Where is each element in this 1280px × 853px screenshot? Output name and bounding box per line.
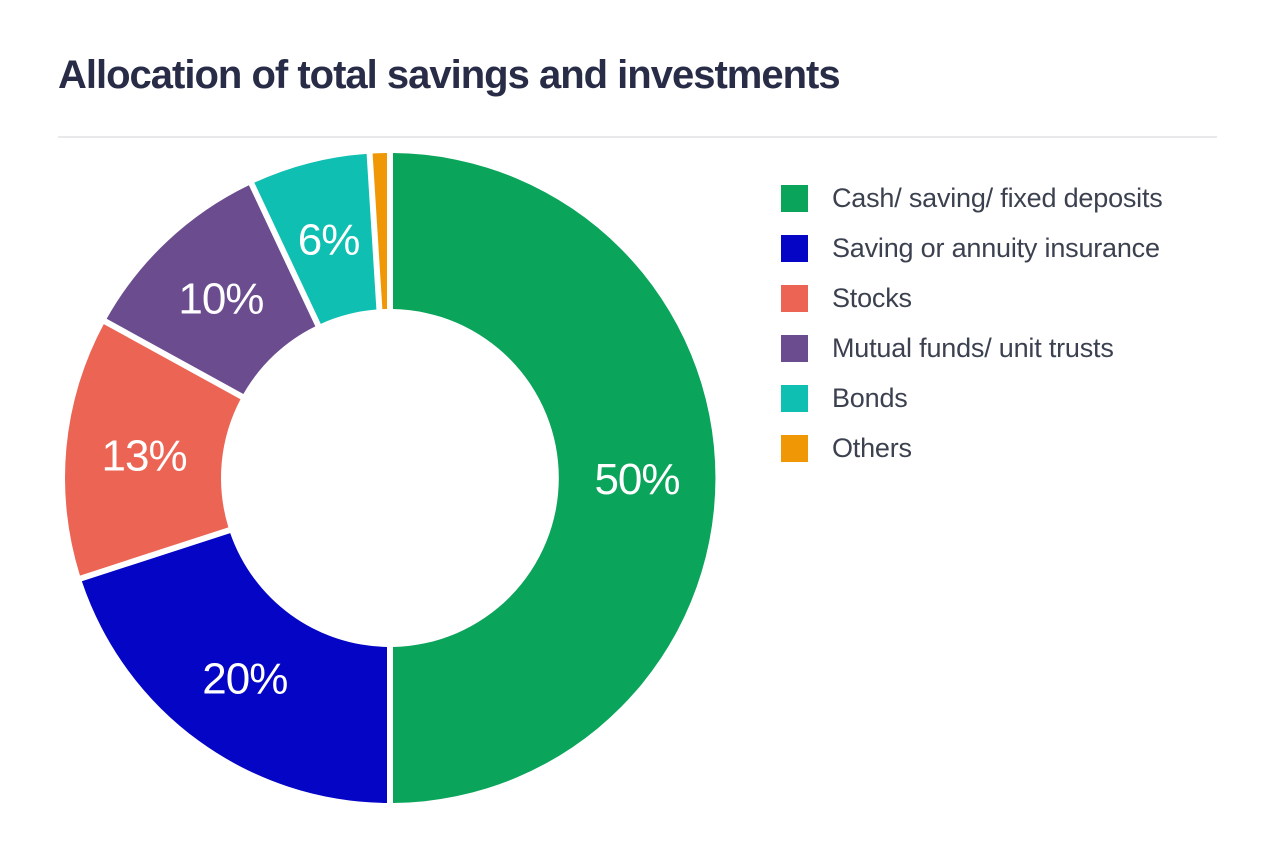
legend-label: Saving or annuity insurance [832, 233, 1160, 263]
segment-value-label-bonds: 6% [298, 216, 360, 265]
chart-title: Allocation of total savings and investme… [58, 53, 841, 97]
title-divider [58, 136, 1217, 138]
legend-label: Stocks [832, 283, 912, 313]
donut-segment-saving-or-annuity-insurance [81, 533, 387, 803]
donut-chart: 50% 20% 13% 10% 6% [65, 153, 716, 803]
legend-item-saving-or-annuity-insurance: Saving or annuity insurance [781, 235, 1163, 262]
legend-item-bonds: Bonds [781, 385, 1163, 412]
legend-label: Bonds [832, 383, 908, 413]
legend-swatch-saving-or-annuity-insurance [781, 235, 808, 262]
segment-value-label-mutual-funds-unit-trusts: 10% [178, 275, 263, 324]
legend-swatch-others [781, 435, 808, 462]
legend-label: Cash/ saving/ fixed deposits [832, 183, 1163, 213]
legend-item-stocks: Stocks [781, 285, 1163, 312]
legend-swatch-stocks [781, 285, 808, 312]
donut-segment-stocks [65, 324, 241, 576]
segment-value-label-saving-or-annuity-insurance: 20% [202, 655, 287, 704]
legend-item-mutual-funds-unit-trusts: Mutual funds/ unit trusts [781, 335, 1163, 362]
legend-swatch-mutual-funds-unit-trusts [781, 335, 808, 362]
legend-item-cash-saving-fixed-deposits: Cash/ saving/ fixed deposits [781, 185, 1163, 212]
donut-segment-mutual-funds-unit-trusts [106, 185, 316, 394]
donut-segment-others [372, 153, 387, 310]
donut-segment-bonds [254, 153, 377, 324]
legend-label: Others [832, 433, 912, 463]
segment-value-label-stocks: 13% [102, 432, 187, 481]
legend-swatch-cash-saving-fixed-deposits [781, 185, 808, 212]
legend-swatch-bonds [781, 385, 808, 412]
chart-legend: Cash/ saving/ fixed deposits Saving or an… [781, 185, 1163, 485]
legend-label: Mutual funds/ unit trusts [832, 333, 1114, 363]
donut-segment-cash-saving-fixed-deposits [393, 153, 716, 803]
segment-value-label-cash-saving-fixed-deposits: 50% [594, 455, 679, 504]
legend-item-others: Others [781, 435, 1163, 462]
